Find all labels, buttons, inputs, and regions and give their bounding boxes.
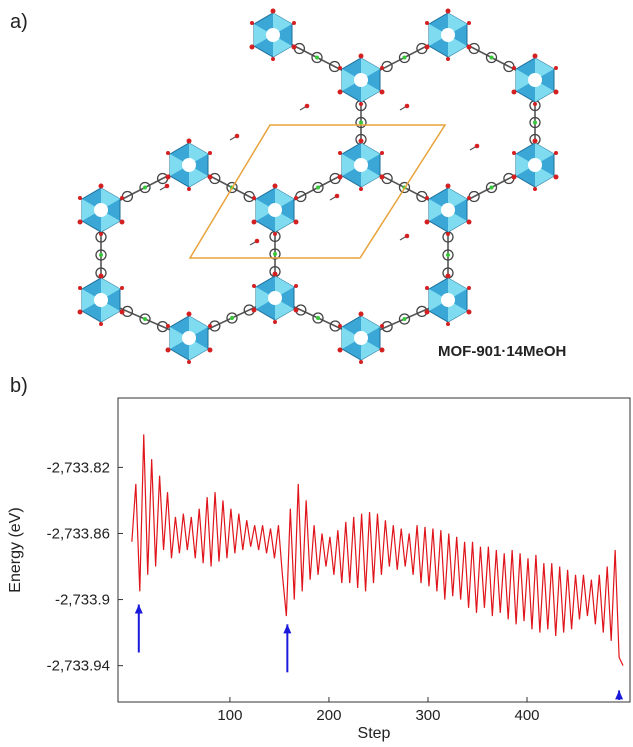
zr-cluster	[338, 139, 385, 192]
energy-line	[132, 434, 623, 665]
n-atom	[230, 316, 234, 320]
methanol-o	[475, 144, 480, 149]
x-tick-label: 200	[316, 707, 341, 724]
n-atom	[446, 253, 450, 257]
n-atom	[315, 56, 319, 60]
zr-cluster	[78, 184, 125, 237]
methanol-o	[335, 194, 340, 199]
y-axis-label: Energy (eV)	[7, 507, 24, 592]
arrow-head	[135, 605, 143, 614]
zr-cluster	[425, 184, 472, 237]
y-tick-label: -2,733.82	[47, 459, 110, 476]
zr-cluster	[512, 54, 559, 107]
n-atom	[99, 253, 103, 257]
x-axis-label: Step	[358, 725, 391, 742]
n-atom	[403, 317, 407, 321]
x-tick-label: 400	[514, 707, 539, 724]
n-atom	[533, 121, 537, 125]
zr-cluster	[166, 139, 213, 192]
arrow-head	[615, 690, 623, 699]
arrow	[615, 690, 623, 700]
methanol-o	[255, 239, 260, 244]
panel-label: b)	[10, 375, 28, 397]
n-atom	[143, 186, 147, 190]
zr-cluster	[425, 9, 472, 62]
y-tick-label: -2,733.9	[55, 592, 110, 609]
arrow-head	[283, 624, 291, 633]
n-atom	[359, 121, 363, 125]
y-tick-label: -2,733.86	[47, 525, 110, 542]
zr-cluster	[252, 184, 299, 237]
n-atom	[316, 316, 320, 320]
n-atom	[273, 252, 277, 256]
n-atom	[403, 56, 407, 60]
mof-structure	[78, 9, 559, 365]
zr-cluster	[78, 274, 125, 327]
figure: a) MOF-901·14MeOH b) -2,733.82 -2,733.86 -…	[0, 0, 633, 742]
zr-cluster	[250, 9, 297, 62]
zr-cluster	[166, 312, 213, 365]
zr-cluster	[425, 274, 472, 327]
methanol-o	[165, 184, 170, 189]
n-atom	[490, 186, 494, 190]
arrow	[283, 624, 291, 672]
zr-cluster	[252, 272, 299, 325]
y-tick-label: -2,733.94	[47, 658, 110, 675]
panel-label: a)	[10, 11, 28, 33]
zr-cluster	[512, 139, 559, 192]
x-tick-label: 100	[217, 707, 242, 724]
methanol-o	[235, 134, 240, 139]
methanol-o	[305, 104, 310, 109]
arrow	[135, 605, 143, 653]
n-atom	[316, 186, 320, 190]
n-atom	[490, 56, 494, 60]
zr-cluster	[338, 54, 385, 107]
methanol-o	[405, 234, 410, 239]
structure-label: MOF-901·14MeOH	[438, 343, 566, 360]
zr-cluster	[338, 312, 385, 365]
n-atom	[143, 317, 147, 321]
methanol-o	[405, 104, 410, 109]
x-tick-label: 300	[415, 707, 440, 724]
